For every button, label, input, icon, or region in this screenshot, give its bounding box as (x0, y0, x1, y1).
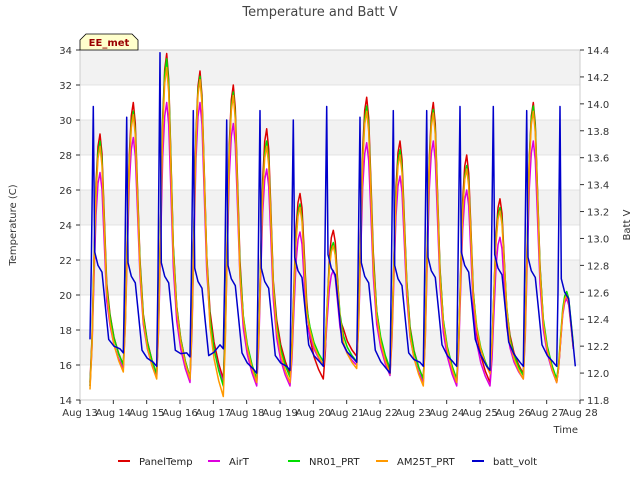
background-band (80, 50, 580, 85)
x-tick-label: Aug 23 (396, 408, 431, 419)
background-band (80, 120, 580, 155)
y-right-tick-label: 13.4 (587, 181, 609, 192)
y-right-axis-label: Batt V (622, 209, 633, 240)
annotation-label: EE_met (89, 38, 130, 49)
x-tick-label: Aug 18 (229, 408, 264, 419)
y-right-tick-label: 14.0 (587, 100, 609, 111)
x-tick-label: Aug 16 (162, 408, 197, 419)
annotation-box: EE_met (79, 33, 139, 51)
annotation-box-shape (79, 33, 139, 51)
x-tick-label: Aug 17 (196, 408, 231, 419)
legend: PanelTemp AirT NR01_PRT AM25T_PRT batt_volt (118, 457, 537, 468)
background-band (80, 190, 580, 225)
y-right-tick-label: 13.0 (587, 234, 609, 245)
y-left-axis-label: Temperature (C) (8, 184, 19, 266)
y-left-tick-label: 28 (59, 151, 72, 162)
y-right-tick-label: 14.2 (587, 73, 609, 84)
y-right-tick-label: 14.4 (587, 46, 609, 57)
y-right-tick-label: 13.6 (587, 154, 609, 165)
x-tick-label: Aug 22 (362, 408, 397, 419)
y-right-tick-label: 12.8 (587, 261, 609, 272)
legend-label: AM25T_PRT (397, 457, 456, 468)
legend-label: NR01_PRT (309, 457, 360, 468)
x-tick-label: Aug 21 (329, 408, 364, 419)
legend-label: AirT (229, 457, 250, 468)
series-layer (89, 51, 577, 398)
y-right-tick-label: 11.8 (587, 396, 609, 407)
y-left-tick-label: 18 (59, 326, 72, 337)
y-left-tick-label: 26 (59, 186, 72, 197)
legend-label: PanelTemp (139, 457, 193, 468)
chart-title: Temperature and Batt V (241, 5, 397, 20)
y-left-tick-label: 14 (59, 396, 72, 407)
x-tick-label: Aug 20 (296, 408, 331, 419)
y-left-tick-label: 34 (59, 46, 72, 57)
y-left-tick-label: 32 (59, 81, 72, 92)
x-tick-label: Aug 13 (62, 408, 97, 419)
y-left-tick-label: 20 (59, 291, 72, 302)
series-line-airt (89, 101, 575, 387)
x-tick-label: Aug 15 (129, 408, 164, 419)
x-tick-label: Aug 27 (529, 408, 564, 419)
series-line-batt-volt (89, 51, 577, 374)
x-tick-label: Aug 25 (462, 408, 497, 419)
y-left-tick-label: 30 (59, 116, 72, 127)
y-right-tick-label: 12.0 (587, 369, 609, 380)
y-left-tick-label: 24 (59, 221, 72, 232)
y-right-axis-ticks: 11.8 12.0 12.2 12.4 12.6 12.8 13.0 13.2 13.4 13.6… (580, 46, 609, 407)
y-right-tick-label: 12.4 (587, 315, 609, 326)
x-tick-label: Aug 19 (262, 408, 297, 419)
y-left-axis-ticks: 14 16 18 20 22 24 26 28 30 32 34 (59, 46, 80, 407)
x-tick-label: Aug 28 (562, 408, 597, 419)
y-right-tick-label: 12.2 (587, 342, 609, 353)
y-left-tick-label: 22 (59, 256, 72, 267)
x-tick-label: Aug 24 (429, 408, 464, 419)
legend-label: batt_volt (493, 457, 537, 468)
x-tick-label: Aug 14 (96, 408, 131, 419)
x-axis-label: Time (553, 425, 578, 436)
y-left-tick-label: 16 (59, 361, 72, 372)
x-tick-label: Aug 26 (496, 408, 531, 419)
y-right-tick-label: 13.2 (587, 208, 609, 219)
y-right-tick-label: 12.6 (587, 288, 609, 299)
background-band (80, 330, 580, 365)
background-bands (80, 50, 580, 365)
y-right-tick-label: 13.8 (587, 127, 609, 138)
